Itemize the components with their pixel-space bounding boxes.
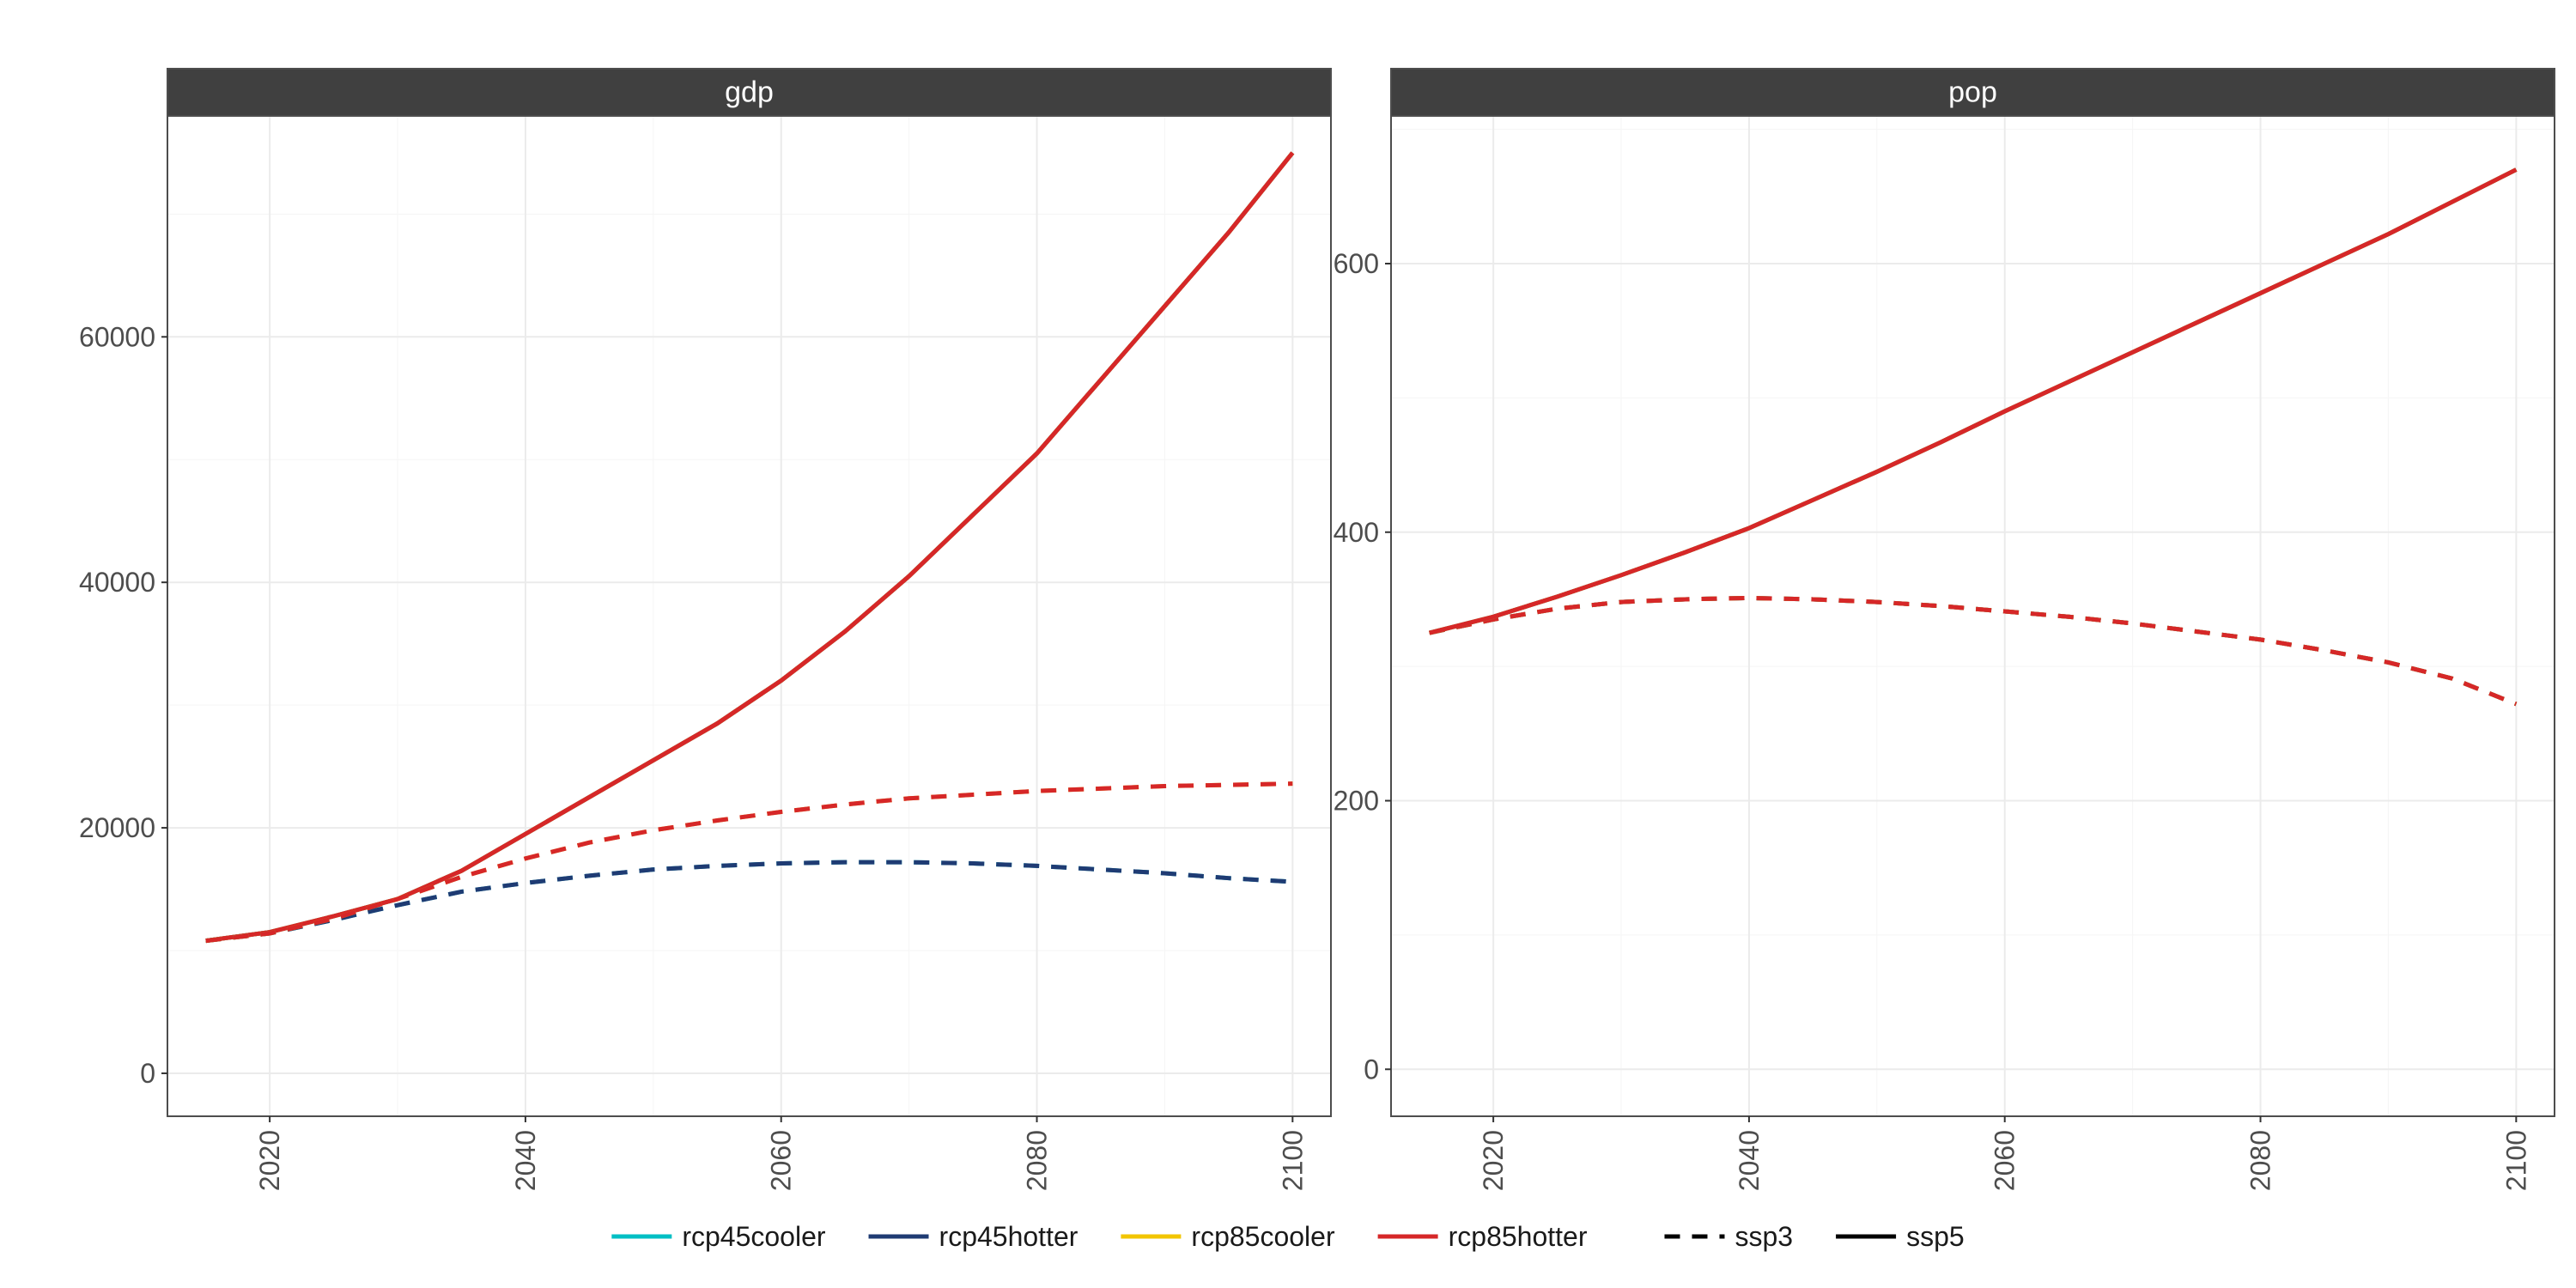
panel-bg xyxy=(1391,116,2555,1116)
legend-item: rcp45hotter xyxy=(869,1221,1078,1252)
legend-label: rcp85cooler xyxy=(1191,1221,1335,1252)
x-tick-label: 2100 xyxy=(1277,1130,1308,1191)
panel-bg xyxy=(167,116,1331,1116)
chart-root: gdp020000400006000020202040206020802100p… xyxy=(0,0,2576,1288)
legend-label: rcp85hotter xyxy=(1449,1221,1588,1252)
x-tick-label: 2020 xyxy=(254,1130,285,1191)
x-tick-label: 2080 xyxy=(2245,1130,2276,1191)
y-tick-label: 60000 xyxy=(79,321,155,352)
legend-label: rcp45cooler xyxy=(682,1221,826,1252)
y-tick-label: 20000 xyxy=(79,812,155,843)
legend-label: ssp5 xyxy=(1906,1221,1965,1252)
x-tick-label: 2040 xyxy=(510,1130,541,1191)
y-tick-label: 400 xyxy=(1334,517,1379,548)
facet-title: pop xyxy=(1948,76,1997,109)
legend-item: rcp45cooler xyxy=(611,1221,826,1252)
chart-svg: gdp020000400006000020202040206020802100p… xyxy=(0,0,2576,1288)
facet-title: gdp xyxy=(725,76,774,109)
legend-label: ssp3 xyxy=(1735,1221,1793,1252)
y-tick-label: 600 xyxy=(1334,248,1379,279)
facet-pop: pop 0 200 400 600 2020 2040 2060 2080 2100 xyxy=(1334,69,2555,1191)
x-tick-label: 2100 xyxy=(2500,1130,2531,1191)
x-tick-label: 2040 xyxy=(1734,1130,1765,1191)
y-tick-label: 0 xyxy=(140,1058,155,1089)
legend-item: rcp85hotter xyxy=(1378,1221,1588,1252)
y-tick-label: 0 xyxy=(1364,1054,1379,1084)
legend-label: rcp45hotter xyxy=(939,1221,1078,1252)
y-tick-label: 40000 xyxy=(79,567,155,598)
x-tick-label: 2060 xyxy=(766,1130,797,1191)
x-tick-label: 2020 xyxy=(1478,1130,1509,1191)
legend: rcp45cooler rcp45hotter rcp85cooler rcp85ho… xyxy=(611,1221,1964,1252)
legend-item: ssp5 xyxy=(1836,1221,1965,1252)
legend-item: ssp3 xyxy=(1664,1221,1793,1252)
x-tick-label: 2060 xyxy=(1990,1130,2020,1191)
x-tick-label: 2080 xyxy=(1022,1130,1053,1191)
y-tick-label: 200 xyxy=(1334,786,1379,817)
facet-gdp: gdp 0 20000 40000 60000 2020 2040 2060 2080 2100 xyxy=(79,69,1331,1191)
legend-item: rcp85cooler xyxy=(1121,1221,1335,1252)
